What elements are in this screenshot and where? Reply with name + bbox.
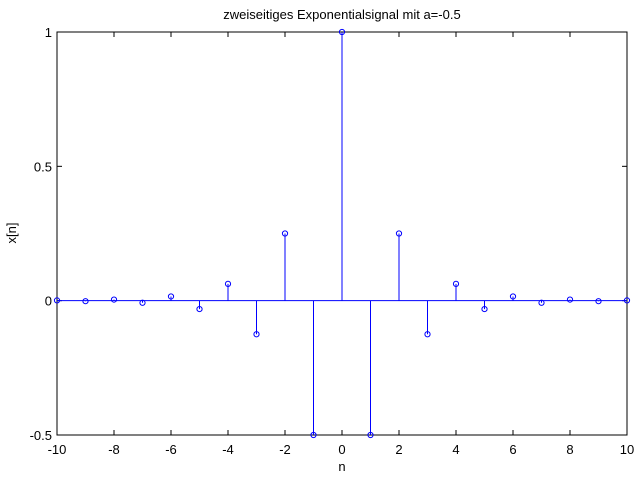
stem-marker <box>566 296 574 303</box>
y-tick-label: 0 <box>45 294 52 309</box>
x-tick-label: -8 <box>108 442 120 457</box>
stem-marker <box>82 298 89 305</box>
stem-marker <box>509 293 517 300</box>
stem-marker <box>53 297 61 304</box>
x-tick-label: 2 <box>395 442 402 457</box>
stem-marker <box>538 299 545 306</box>
stem-marker <box>595 298 602 305</box>
stem-marker <box>224 280 232 287</box>
y-axis-label: x[n] <box>4 223 19 244</box>
x-tick-label: 6 <box>509 442 516 457</box>
y-tick-label: -0.5 <box>30 428 52 443</box>
y-tick-label: 1 <box>45 25 52 40</box>
stem-marker <box>281 230 289 237</box>
x-tick-label: -2 <box>279 442 291 457</box>
stem-marker <box>310 431 317 439</box>
x-tick-label: 10 <box>620 442 634 457</box>
x-tick-label: -4 <box>222 442 234 457</box>
stem-marker <box>395 230 403 237</box>
x-tick-label: 4 <box>452 442 459 457</box>
stem-marker <box>253 331 260 338</box>
stem-marker <box>139 299 146 306</box>
y-tick-label: 0.5 <box>34 159 52 174</box>
stem-marker <box>110 296 118 303</box>
stem-marker <box>338 28 346 36</box>
x-tick-label: 0 <box>338 442 345 457</box>
stem-marker <box>623 297 631 304</box>
stem-marker <box>452 280 460 287</box>
stem-marker <box>367 431 374 439</box>
stem-series <box>53 28 631 439</box>
x-tick-label: -10 <box>48 442 67 457</box>
stem-marker <box>167 293 175 300</box>
stem-marker <box>481 305 488 313</box>
x-tick-label: -6 <box>165 442 177 457</box>
stem-marker <box>196 305 203 313</box>
x-axis-label: n <box>338 459 345 474</box>
x-tick-label: 8 <box>566 442 573 457</box>
axis-ticks: -10 -8 -6 -4 -2 0 2 4 6 8 10 -0.5 0 0.5 1 <box>30 25 635 457</box>
chart-title: zweiseitiges Exponentialsignal mit a=-0.… <box>223 7 460 22</box>
stem-marker <box>424 331 431 338</box>
